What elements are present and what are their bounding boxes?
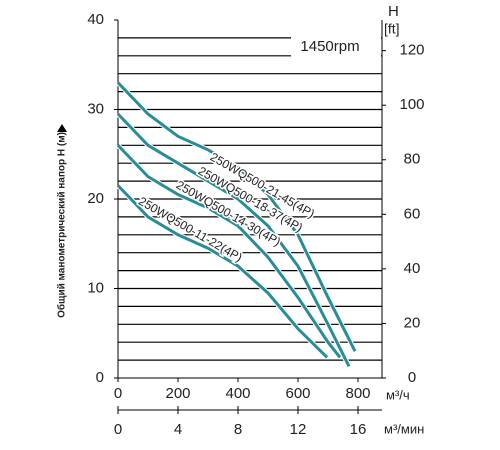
x2-tick-label: 12	[290, 421, 307, 438]
y-tick-label: 40	[87, 11, 104, 28]
y-title: Общий манометрический напор H (м)	[56, 132, 68, 318]
curve-outline	[116, 112, 352, 368]
y2-tick-label: 100	[399, 96, 424, 113]
y-title-arrow	[57, 124, 67, 132]
y2-tick-label: 120	[399, 42, 424, 59]
curve	[116, 184, 329, 359]
x-tick-label: 0	[114, 385, 122, 402]
x-tick-label: 200	[165, 385, 190, 402]
x2-unit: м³/мин	[384, 421, 424, 436]
y-tick-label: 0	[96, 369, 104, 386]
x-tick-label: 400	[225, 385, 250, 402]
y-tick-label: 20	[87, 190, 104, 207]
annotation-box	[291, 30, 381, 64]
y2-tick-label: 40	[404, 260, 421, 277]
curve	[116, 144, 342, 359]
x-unit: м³/ч	[386, 387, 410, 402]
y2-unit: [ft]	[384, 21, 400, 37]
y2-tick-label: 80	[404, 151, 421, 168]
y2-tick-label: 0	[408, 369, 416, 386]
grid	[118, 37, 382, 361]
y2-title: H	[388, 3, 399, 20]
curve	[116, 81, 357, 352]
x-tick-label: 800	[345, 385, 370, 402]
annotation: 1450rpm	[300, 38, 359, 55]
y-tick-label: 30	[87, 100, 104, 117]
x2-tick-label: 16	[350, 421, 367, 438]
y-tick-label: 10	[87, 279, 104, 296]
x2-tick-label: 0	[114, 421, 122, 438]
y2-tick-label: 60	[404, 205, 421, 222]
y2-tick-label: 20	[404, 314, 421, 331]
x2-tick-label: 4	[174, 421, 182, 438]
x2-tick-label: 8	[234, 421, 242, 438]
curve	[116, 112, 351, 368]
x-tick-label: 600	[285, 385, 310, 402]
